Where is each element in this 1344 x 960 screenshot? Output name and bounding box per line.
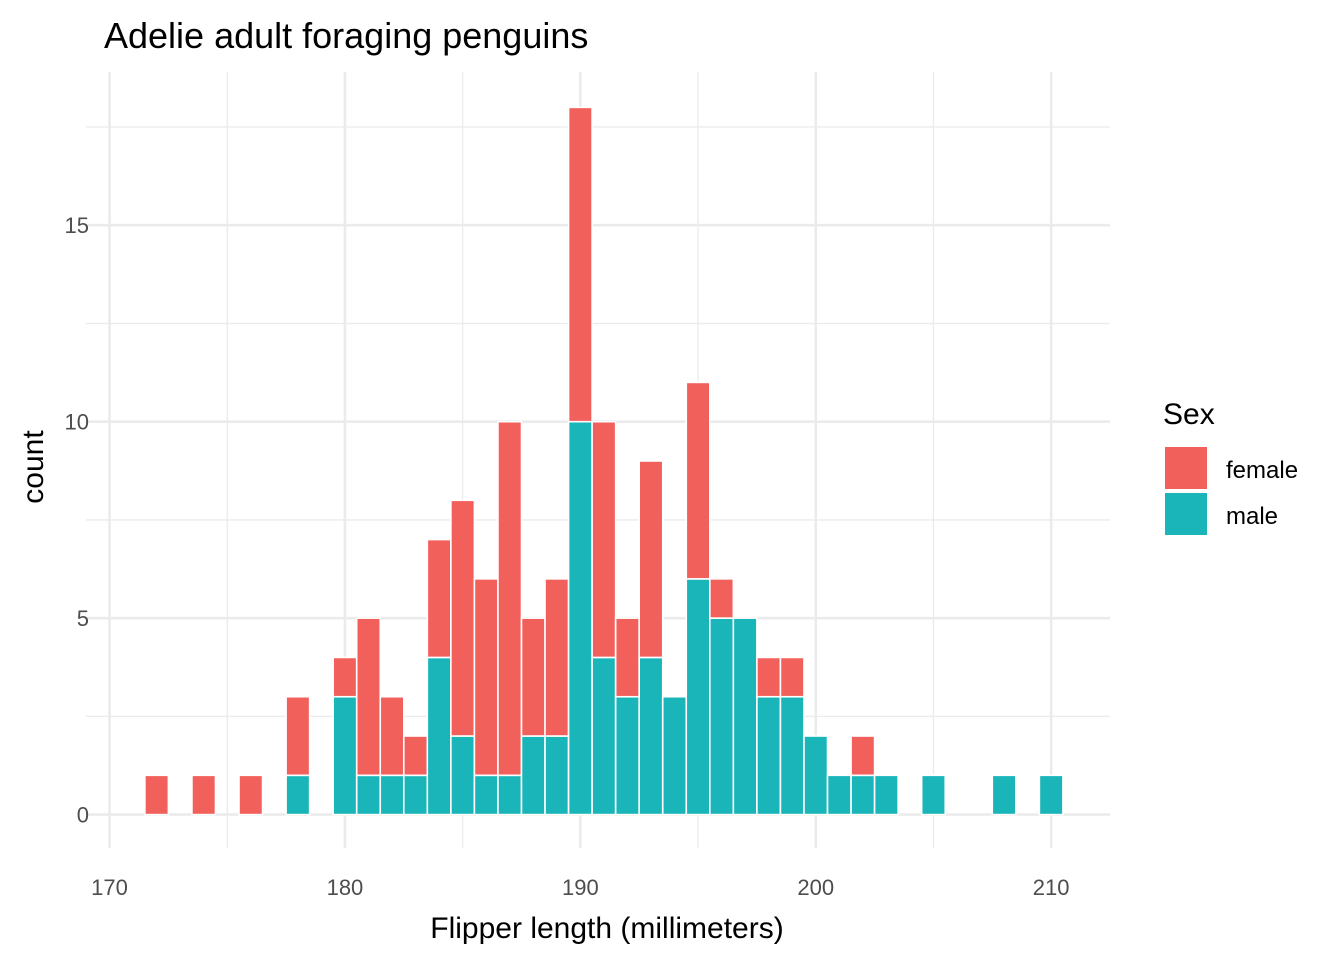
bar-male bbox=[450, 735, 476, 816]
y-tick-label: 15 bbox=[65, 213, 89, 238]
bar-male bbox=[520, 735, 546, 816]
x-tick-label: 200 bbox=[797, 875, 834, 900]
x-tick-label: 180 bbox=[327, 875, 364, 900]
bar-male bbox=[614, 695, 640, 816]
bar-male bbox=[379, 774, 405, 816]
bar-female bbox=[591, 420, 617, 659]
bar-female bbox=[544, 578, 570, 737]
bar-female bbox=[191, 774, 217, 816]
bar-female bbox=[473, 578, 499, 777]
bar-female bbox=[756, 656, 782, 698]
x-tick-label: 210 bbox=[1033, 875, 1070, 900]
bars bbox=[144, 106, 1064, 816]
bar-male bbox=[497, 774, 523, 816]
bar-male bbox=[285, 774, 311, 816]
bar-female bbox=[238, 774, 264, 816]
bar-female bbox=[332, 656, 358, 698]
bar-male bbox=[732, 617, 758, 816]
bar-male bbox=[567, 420, 593, 816]
bar-female bbox=[614, 617, 640, 698]
bar-male bbox=[355, 774, 382, 816]
bar-female bbox=[497, 420, 523, 777]
bar-male bbox=[873, 774, 899, 816]
bar-female bbox=[685, 381, 711, 580]
bar-male bbox=[826, 774, 852, 816]
bar-male bbox=[1038, 774, 1064, 816]
legend-key-female bbox=[1165, 447, 1207, 489]
x-axis-title: Flipper length (millimeters) bbox=[430, 912, 783, 945]
legend-label-female: female bbox=[1226, 457, 1298, 484]
bar-male bbox=[473, 774, 499, 816]
bar-male bbox=[709, 617, 735, 816]
bar-male bbox=[779, 695, 805, 816]
bar-male bbox=[544, 735, 570, 816]
bar-female bbox=[450, 499, 476, 737]
x-tick-label: 190 bbox=[562, 875, 599, 900]
bar-female bbox=[144, 774, 170, 816]
bar-female bbox=[426, 538, 452, 659]
bar-male bbox=[850, 774, 876, 816]
axis-ticks: 170 180 190 200 210 0 5 10 15 bbox=[65, 213, 1070, 900]
bar-female bbox=[285, 695, 311, 777]
bar-male bbox=[661, 695, 688, 816]
bar-male bbox=[638, 656, 664, 816]
legend: Sex female male bbox=[1163, 398, 1298, 535]
y-axis-title: count bbox=[17, 430, 50, 504]
bar-male bbox=[685, 578, 711, 816]
bar-female bbox=[638, 460, 664, 659]
bar-male bbox=[402, 774, 429, 816]
bar-male bbox=[332, 695, 358, 816]
bar-male bbox=[991, 774, 1017, 816]
bar-female bbox=[779, 656, 805, 698]
bar-female bbox=[567, 106, 593, 423]
bar-male bbox=[756, 695, 782, 816]
bar-female bbox=[850, 735, 876, 777]
bar-male bbox=[920, 774, 947, 816]
y-tick-label: 5 bbox=[77, 606, 89, 631]
bar-female bbox=[379, 695, 405, 777]
legend-title: Sex bbox=[1163, 398, 1215, 431]
bar-male bbox=[591, 656, 617, 816]
bar-female bbox=[709, 578, 735, 619]
y-tick-label: 10 bbox=[65, 410, 89, 435]
bar-male bbox=[426, 656, 452, 816]
bar-male bbox=[803, 735, 829, 816]
legend-key-male bbox=[1165, 493, 1207, 535]
bar-female bbox=[520, 617, 546, 737]
bar-female bbox=[355, 617, 382, 777]
bar-female bbox=[402, 735, 429, 777]
y-tick-label: 0 bbox=[77, 803, 89, 828]
legend-label-male: male bbox=[1226, 503, 1278, 530]
x-tick-label: 170 bbox=[91, 875, 128, 900]
chart-title: Adelie adult foraging penguins bbox=[104, 15, 588, 56]
